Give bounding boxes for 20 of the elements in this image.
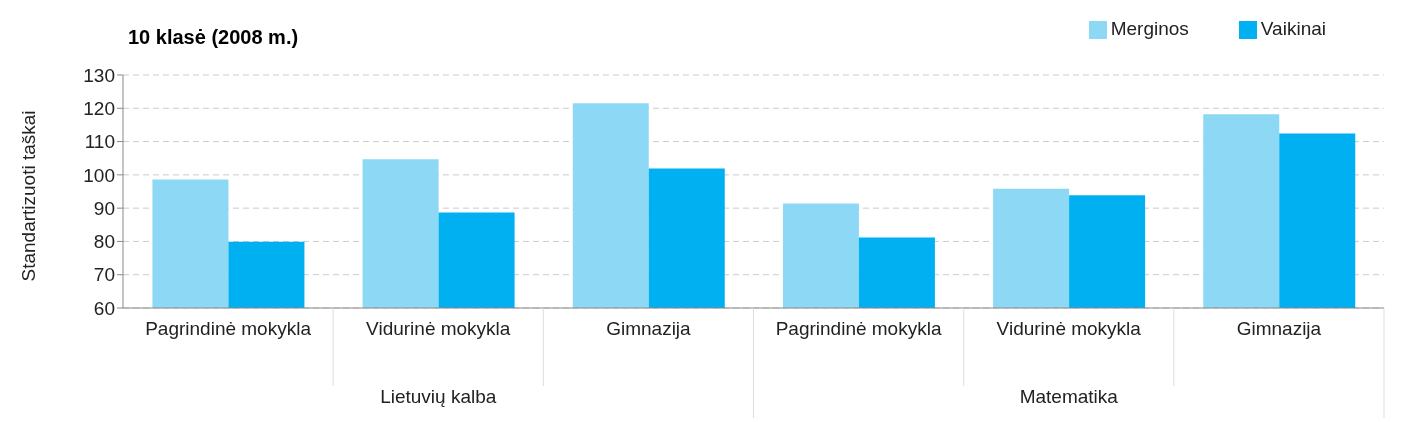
text: Matematika [1018, 386, 1119, 408]
x-tick-label: Gimnazija [606, 318, 692, 340]
y-tick-label: 100 [83, 164, 115, 186]
x-tick-label: Pagrindinė mokykla [775, 318, 942, 340]
y-tick-label: 90 [93, 197, 115, 219]
legend-label: Vaikinai [1260, 18, 1326, 39]
x-tick-label: Pagrindinė mokykla [145, 318, 312, 340]
y-tick-label: 110 [84, 131, 115, 153]
text: Lietuvių kalba [379, 386, 498, 408]
x-tick-label: Vidurinė mokykla [996, 318, 1142, 340]
y-tick-label: 130 [83, 64, 115, 86]
x-tick-label: Vidurinė mokykla [366, 318, 511, 340]
x-tick-label: Gimnazija [1236, 318, 1322, 340]
legend-label: Merginos [1110, 18, 1189, 39]
y-tick-label: 120 [83, 98, 115, 120]
y-tick-label: 60 [93, 297, 115, 319]
chart-title: 10 klasė (2008 m.) [128, 26, 299, 49]
y-tick-label: 80 [93, 231, 115, 253]
y-axis-title: Standartizuoti taškai [17, 110, 39, 282]
y-tick-label: 70 [93, 264, 115, 286]
